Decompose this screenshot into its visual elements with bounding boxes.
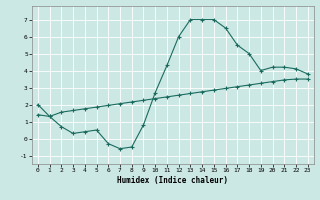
X-axis label: Humidex (Indice chaleur): Humidex (Indice chaleur) (117, 176, 228, 185)
